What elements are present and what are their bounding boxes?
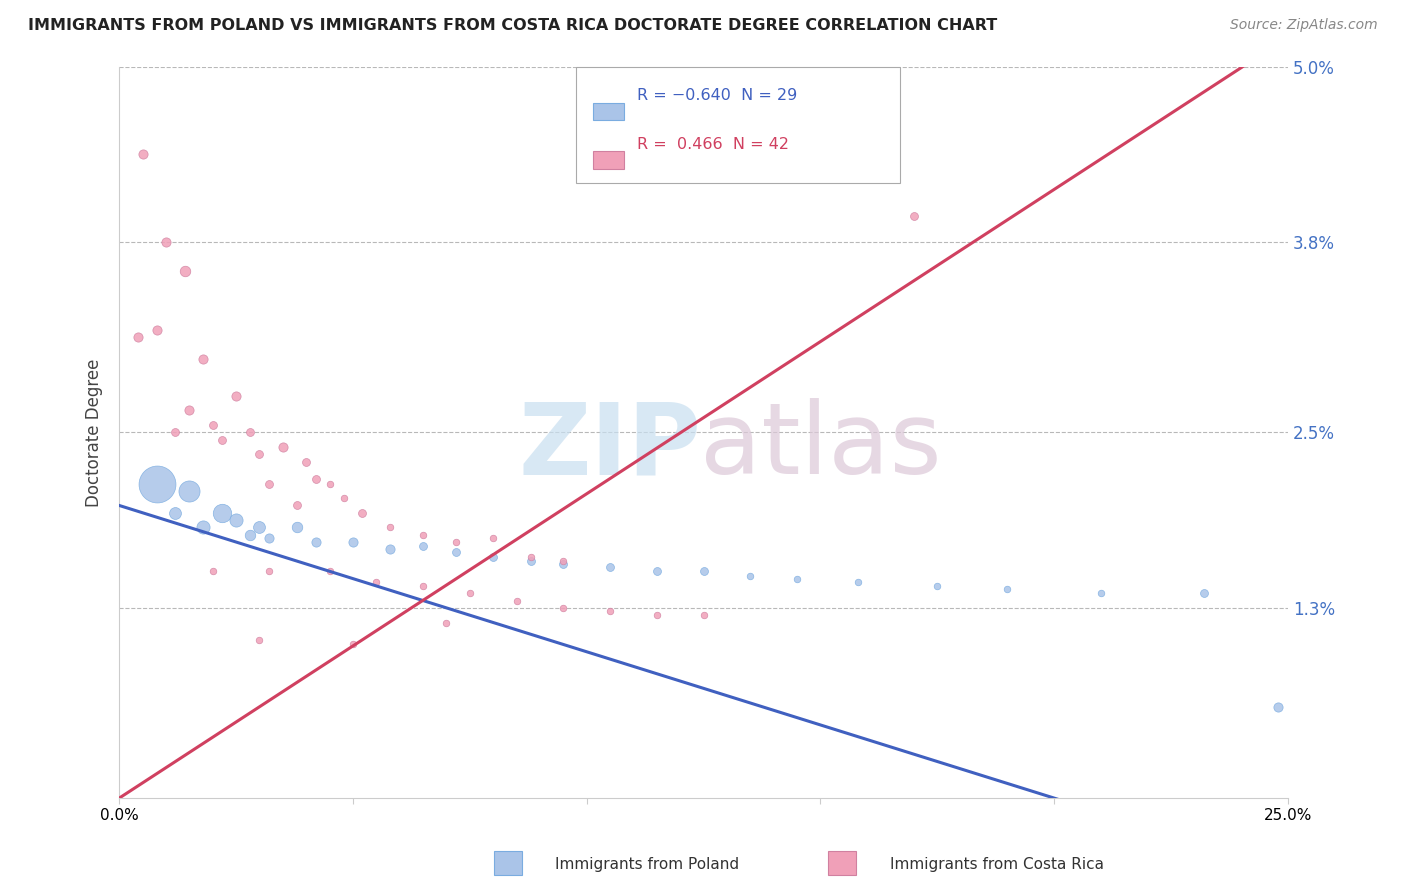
- Point: [505, 593, 527, 607]
- Point: [318, 476, 340, 491]
- Point: [553, 600, 575, 615]
- Point: [179, 403, 201, 417]
- Point: [412, 540, 434, 554]
- Point: [482, 531, 505, 545]
- Point: [444, 545, 467, 559]
- Point: [995, 582, 1018, 596]
- Point: [846, 574, 869, 589]
- Point: [225, 513, 247, 527]
- Point: [225, 389, 247, 403]
- Point: [165, 506, 187, 520]
- Point: [380, 542, 402, 557]
- Point: [193, 352, 215, 367]
- Point: [173, 264, 195, 278]
- Point: [519, 554, 541, 568]
- Point: [553, 554, 575, 568]
- Text: Source: ZipAtlas.com: Source: ZipAtlas.com: [1230, 18, 1378, 32]
- Point: [304, 535, 326, 549]
- Point: [1090, 586, 1112, 600]
- Point: [304, 472, 326, 486]
- Point: [239, 527, 262, 541]
- Point: [342, 637, 364, 651]
- Point: [786, 572, 808, 586]
- Point: [155, 235, 177, 249]
- Point: [211, 506, 233, 520]
- Point: [352, 506, 374, 520]
- Text: Immigrants from Costa Rica: Immigrants from Costa Rica: [890, 857, 1104, 872]
- Text: R =  0.466  N = 42: R = 0.466 N = 42: [637, 136, 789, 152]
- Text: IMMIGRANTS FROM POLAND VS IMMIGRANTS FROM COSTA RICA DOCTORATE DEGREE CORRELATIO: IMMIGRANTS FROM POLAND VS IMMIGRANTS FRO…: [28, 18, 997, 33]
- Point: [482, 549, 505, 564]
- Point: [342, 535, 364, 549]
- Point: [285, 520, 308, 534]
- Point: [412, 579, 434, 593]
- Point: [458, 586, 481, 600]
- Point: [271, 440, 294, 454]
- Point: [127, 330, 149, 344]
- Point: [257, 531, 280, 545]
- Point: [380, 520, 402, 534]
- Point: [332, 491, 354, 505]
- Point: [165, 425, 187, 440]
- Point: [257, 476, 280, 491]
- Point: [903, 209, 925, 223]
- Text: R = −0.640  N = 29: R = −0.640 N = 29: [637, 88, 797, 103]
- Point: [740, 568, 762, 582]
- Point: [145, 323, 167, 337]
- Point: [553, 557, 575, 571]
- Point: [692, 608, 714, 623]
- Point: [436, 615, 458, 630]
- Point: [249, 633, 271, 648]
- Point: [927, 579, 949, 593]
- Point: [211, 433, 233, 447]
- Point: [1192, 586, 1215, 600]
- Point: [366, 574, 388, 589]
- Text: ZIP: ZIP: [519, 399, 702, 495]
- Point: [599, 604, 621, 618]
- Point: [519, 549, 541, 564]
- Y-axis label: Doctorate Degree: Doctorate Degree: [86, 359, 103, 507]
- Point: [179, 483, 201, 498]
- Point: [145, 476, 167, 491]
- Point: [645, 608, 668, 623]
- Text: atlas: atlas: [700, 399, 941, 495]
- Point: [1267, 700, 1289, 714]
- Point: [295, 454, 318, 468]
- Point: [193, 520, 215, 534]
- Point: [249, 520, 271, 534]
- Point: [599, 560, 621, 574]
- Point: [645, 564, 668, 578]
- Text: Immigrants from Poland: Immigrants from Poland: [555, 857, 740, 872]
- Point: [444, 535, 467, 549]
- Point: [249, 447, 271, 461]
- Point: [285, 499, 308, 513]
- Point: [131, 147, 153, 161]
- Point: [692, 564, 714, 578]
- Point: [201, 564, 224, 578]
- Point: [239, 425, 262, 440]
- Point: [257, 564, 280, 578]
- Point: [318, 564, 340, 578]
- Point: [201, 417, 224, 432]
- Point: [412, 527, 434, 541]
